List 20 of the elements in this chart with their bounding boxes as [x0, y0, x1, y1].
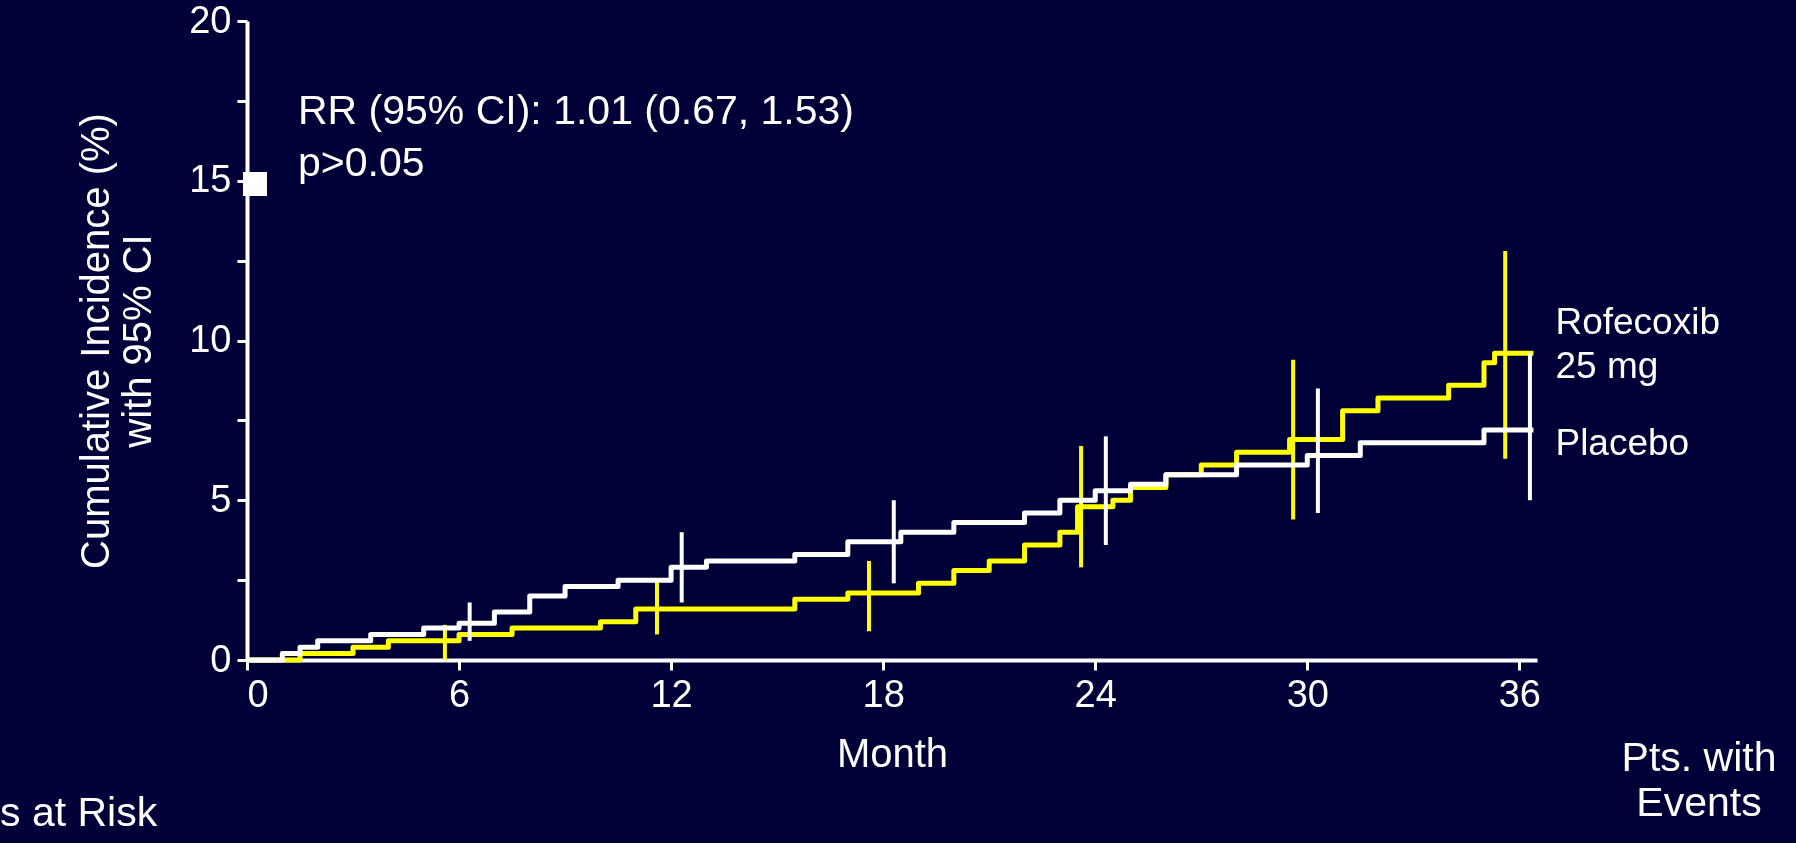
y-tick-label: 5 — [210, 477, 232, 520]
x-tick-label: 36 — [1498, 672, 1541, 715]
x-tick-label: 0 — [247, 672, 269, 715]
y-tick-label: 20 — [189, 0, 232, 41]
series-label: Placebo — [1555, 421, 1690, 463]
x-tick-label: 18 — [862, 672, 905, 715]
annotation: RR (95% CI): 1.01 (0.67, 1.53) — [298, 87, 855, 134]
y-tick-label: 0 — [210, 637, 232, 680]
x-tick-label: 24 — [1074, 672, 1117, 715]
x-tick-label: 12 — [650, 672, 693, 715]
annotation: p>0.05 — [298, 139, 425, 186]
text: Pts. with Events — [1621, 734, 1777, 826]
series-label: Rofecoxib 25 mg — [1555, 301, 1720, 387]
y-tick-label: 10 — [189, 318, 232, 360]
text: s at Risk — [0, 789, 158, 836]
x-axis-title: Month — [836, 730, 949, 775]
y-axis-title: Cumulative Incidence (%) with 95% CI — [73, 113, 160, 569]
y-tick-label: 15 — [189, 158, 232, 201]
x-tick-label: 6 — [448, 672, 471, 715]
x-tick-label: 30 — [1286, 672, 1329, 715]
